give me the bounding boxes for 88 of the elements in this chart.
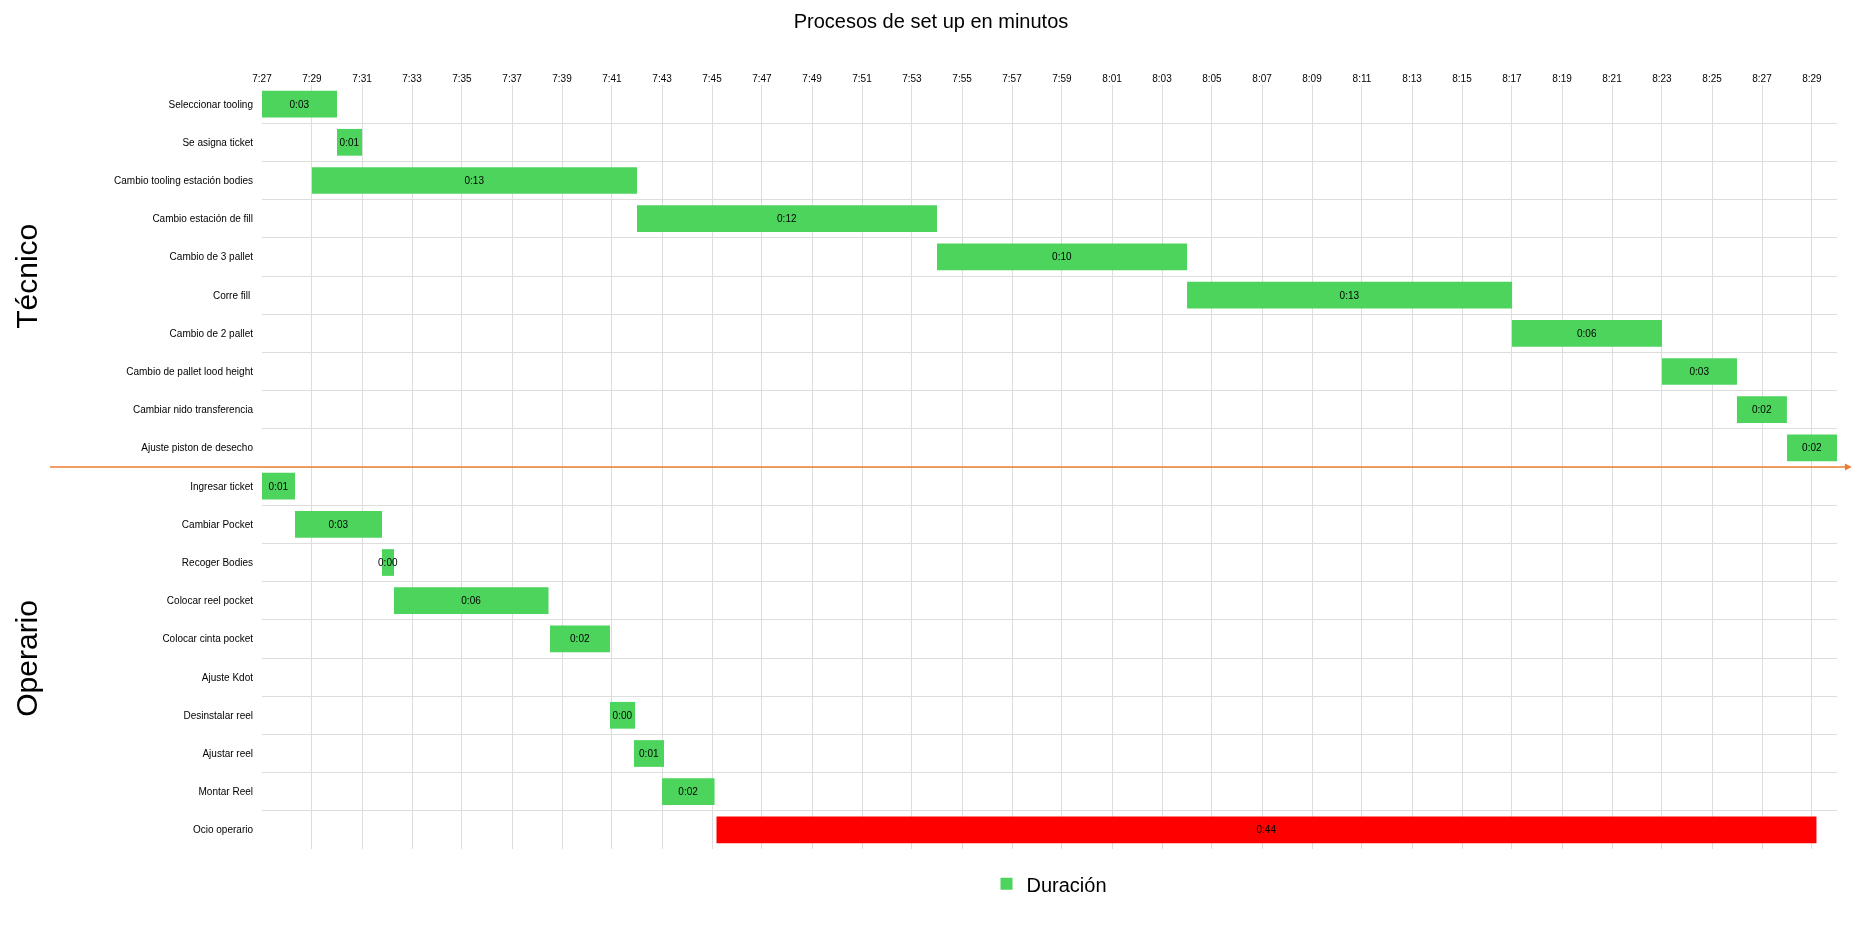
x-tick-label: 8:17: [1502, 73, 1523, 84]
x-tick-label: 7:31: [352, 73, 373, 84]
x-tick-label: 8:01: [1102, 73, 1123, 84]
x-tick-label: 7:53: [902, 73, 923, 84]
y-tick-label: Se asigna ticket: [182, 136, 254, 148]
x-tick-label: 8:19: [1552, 73, 1573, 84]
y-tick-label: Ocio operario: [192, 824, 254, 836]
data-label: 0:01: [339, 136, 360, 148]
x-tick-label: 7:47: [752, 73, 773, 84]
text: Técnico: [9, 223, 43, 329]
data-label: 0:03: [1689, 366, 1710, 377]
x-tick-label: 8:07: [1252, 73, 1273, 84]
chart-title: Procesos de set up en minutos: [793, 10, 1069, 33]
data-label: 0:01: [268, 480, 289, 492]
y-tick-label: Cambio de 3 pallet: [169, 251, 254, 263]
y-tick-label: Ingresar ticket: [190, 480, 254, 492]
x-tick-label: 7:57: [1002, 73, 1023, 84]
y-tick-label: Desinstalar reel: [183, 709, 253, 721]
y-tick-label: Ajuste Kdot: [201, 671, 254, 683]
data-label: 0:06: [461, 595, 482, 607]
bar: [1787, 434, 1837, 462]
x-tick-label: 8:05: [1202, 73, 1223, 84]
bar: [394, 587, 549, 615]
x-tick-label: 7:29: [302, 73, 323, 84]
x-tick-label: 7:59: [1052, 73, 1073, 84]
bar: [311, 167, 637, 194]
x-tick-label: 7:33: [402, 73, 423, 84]
x-tick-label: 8:09: [1302, 73, 1323, 84]
y-tick-label: Cambio de pallet lood height: [126, 366, 254, 377]
data-label: 0:01: [639, 748, 659, 759]
data-label: 0:10: [1052, 251, 1072, 263]
bar: [1187, 281, 1513, 309]
bar: [937, 243, 1188, 271]
bar: [262, 90, 337, 118]
x-tick-label: 8:21: [1602, 73, 1623, 84]
x-tick-label: 7:55: [952, 73, 973, 84]
bar: [1661, 358, 1737, 385]
x-tick-label: 7:35: [452, 73, 473, 84]
y-tick-label: Colocar reel pocket: [166, 595, 254, 607]
x-tick-label: 8:25: [1702, 73, 1723, 84]
x-tick-label: 7:45: [702, 73, 723, 84]
y-tick-label: Cambiar Pocket: [181, 518, 254, 530]
x-tick-label: 7:37: [502, 73, 523, 84]
y-tick-label: Cambio estación de fill: [152, 213, 253, 225]
text: Operario: [9, 600, 43, 717]
x-tick-label: 7:27: [252, 73, 273, 84]
bar: [662, 778, 715, 806]
y-tick-label: Corre fill: [212, 289, 253, 301]
data-label: 0:02: [1751, 404, 1772, 416]
y-tick-label: Ajuste piston de desecho: [141, 442, 254, 454]
x-tick-label: 8:15: [1452, 73, 1473, 84]
data-label: 0:02: [1802, 442, 1822, 454]
data-label: 0:12: [777, 213, 797, 225]
data-label: 0:06: [1577, 327, 1597, 339]
bar: [295, 510, 382, 538]
y-tick-label: Recoger Bodies: [181, 557, 253, 568]
y-tick-label: Cambio de 2 pallet: [169, 327, 254, 339]
data-label: 0:02: [570, 633, 590, 645]
bar: [1511, 319, 1662, 347]
data-label: 0:13: [464, 175, 485, 186]
x-tick-label: 8:11: [1352, 73, 1372, 84]
legend-label: Duración: [1026, 873, 1107, 896]
bar: [716, 816, 1817, 844]
y-tick-label: Colocar cinta pocket: [162, 633, 254, 645]
data-label: 0:44: [1256, 824, 1277, 836]
data-label: 0:03: [328, 518, 349, 530]
x-tick-label: 8:23: [1652, 73, 1673, 84]
data-label: 0:00: [612, 709, 633, 721]
x-tick-label: 8:03: [1152, 73, 1173, 84]
x-tick-label: 8:29: [1802, 73, 1823, 84]
data-label: 0:02: [678, 786, 699, 798]
y-tick-label: Montar Reel: [198, 786, 253, 798]
bar: [637, 205, 937, 233]
x-tick-label: 7:49: [802, 73, 823, 84]
x-tick-label: 7:51: [852, 73, 873, 84]
y-tick-label: Seleccionar tooling: [168, 98, 253, 110]
data-label: 0:03: [289, 98, 310, 110]
bar: [550, 625, 610, 653]
x-tick-label: 7:41: [602, 73, 623, 84]
x-tick-label: 8:27: [1752, 73, 1773, 84]
y-tick-label: Cambiar nido transferencia: [132, 404, 254, 416]
x-tick-label: 7:39: [552, 73, 573, 84]
x-tick-label: 8:13: [1402, 73, 1423, 84]
y-tick-label: Cambio tooling estación bodies: [114, 175, 253, 186]
data-label: 0:13: [1339, 289, 1360, 301]
x-tick-label: 7:43: [652, 73, 673, 84]
y-tick-label: Ajustar reel: [202, 748, 253, 759]
bar: [1736, 396, 1787, 424]
